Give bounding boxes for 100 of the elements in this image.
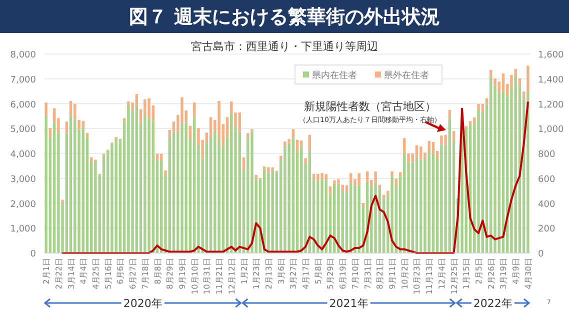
bar <box>514 76 517 253</box>
x-tick-label: 10月10日 <box>190 258 200 294</box>
bar <box>440 144 443 253</box>
y2-tick-label: 200 <box>538 224 556 235</box>
bar <box>94 161 97 253</box>
bar <box>78 120 80 130</box>
x-tick-label: 10月2日 <box>400 258 410 290</box>
bar <box>284 146 286 253</box>
x-tick-label: 8月29日 <box>166 258 175 290</box>
bar <box>184 122 188 253</box>
bar <box>52 122 56 253</box>
bar <box>374 182 377 253</box>
y2-tick-label: 1,400 <box>538 75 564 86</box>
x-tick-label: 12月12日 <box>227 258 236 294</box>
y-tick-label: 8,000 <box>10 50 36 60</box>
bar <box>428 141 430 152</box>
x-tick-label: 6月19日 <box>338 258 348 290</box>
bar <box>398 172 402 176</box>
bar <box>320 179 324 253</box>
x-tick-label: 6月27日 <box>128 258 138 290</box>
y2-tick-label: 400 <box>538 200 556 210</box>
x-tick-label: 8月8日 <box>153 258 162 284</box>
y-tick-label: 4,000 <box>10 150 36 160</box>
bar <box>296 140 299 153</box>
bar <box>316 174 320 182</box>
bar <box>44 116 48 253</box>
bar <box>230 114 233 253</box>
bar <box>358 186 360 253</box>
bar <box>292 138 295 253</box>
y-tick-label: 3,000 <box>10 174 36 185</box>
bar <box>308 134 312 152</box>
x-tick-label: 12月25日 <box>450 258 459 294</box>
x-tick-label: 5月16日 <box>104 258 113 290</box>
bar <box>444 134 447 146</box>
y-tick-label: 0 <box>30 250 36 260</box>
bar <box>320 173 324 180</box>
bar <box>238 112 241 132</box>
y2-tick-label: 1,000 <box>538 125 564 136</box>
bar <box>69 101 72 116</box>
x-tick-label: 3月14日 <box>66 258 76 290</box>
x-tick-label: 4月17日 <box>302 258 311 290</box>
x-tick-label: 4月9日 <box>512 258 521 284</box>
y-tick-label: 1,000 <box>10 224 36 235</box>
bar <box>148 118 150 253</box>
x-tick-label: 12月4日 <box>437 258 446 290</box>
bar <box>135 106 138 253</box>
x-tick-label: 5月8日 <box>314 258 323 284</box>
bar <box>337 184 340 253</box>
bar <box>358 173 360 186</box>
legend-label: 県外在住者 <box>384 70 429 81</box>
bar <box>452 131 456 142</box>
bar <box>74 104 76 120</box>
bar <box>242 157 246 170</box>
x-tick-label: 2月26日 <box>486 258 496 290</box>
bar <box>271 170 274 253</box>
bar <box>481 104 484 112</box>
x-tick-label: 4月4日 <box>79 258 88 284</box>
bar <box>300 146 303 253</box>
x-tick-label: 11月13日 <box>425 258 434 294</box>
bar <box>526 92 530 253</box>
legend-label: 県内在住者 <box>312 70 357 81</box>
bar <box>267 173 270 253</box>
bar <box>378 184 382 188</box>
chart-title: 図７ 週末における繁華街の外出状況 <box>129 6 440 28</box>
x-tick-label: 11月21日 <box>215 258 224 294</box>
x-tick-label: 2月22日 <box>54 258 64 290</box>
bar <box>148 98 150 118</box>
bar <box>390 176 394 253</box>
bar <box>284 142 286 146</box>
y2-tick-label: 800 <box>538 150 556 160</box>
text: 新規陽性者数（宮古地区） <box>304 100 436 113</box>
bar <box>328 186 332 194</box>
bar <box>440 136 443 145</box>
bar <box>403 138 406 154</box>
x-tick-label: 4月30日 <box>524 258 533 290</box>
x-tick-label: 7月10日 <box>350 258 360 290</box>
bar <box>69 116 72 253</box>
bar <box>164 170 167 175</box>
bar <box>432 153 435 253</box>
bar <box>345 185 348 193</box>
bar <box>122 118 126 121</box>
bar <box>65 122 68 134</box>
bar <box>390 171 394 176</box>
chart-subtitle: 宮古島市：西里通り・下里通り等周辺 <box>191 40 378 53</box>
bar <box>48 128 52 138</box>
bar <box>74 120 76 253</box>
x-tick-label: 5月29日 <box>326 258 336 290</box>
x-tick-label: 10月23日 <box>412 258 422 294</box>
x-tick-label: 1月23日 <box>252 258 262 290</box>
x-tick-label: 1月15日 <box>462 258 472 290</box>
bar <box>192 102 196 118</box>
bar <box>518 78 522 86</box>
x-tick-label: 8月21日 <box>376 258 385 290</box>
bar <box>86 133 89 137</box>
x-tick-label: 2月13日 <box>264 258 274 290</box>
bar <box>144 114 146 253</box>
text: 2020年 <box>123 297 162 310</box>
bar <box>419 160 422 253</box>
x-tick-label: 9月11日 <box>388 258 398 290</box>
bar <box>271 167 274 170</box>
